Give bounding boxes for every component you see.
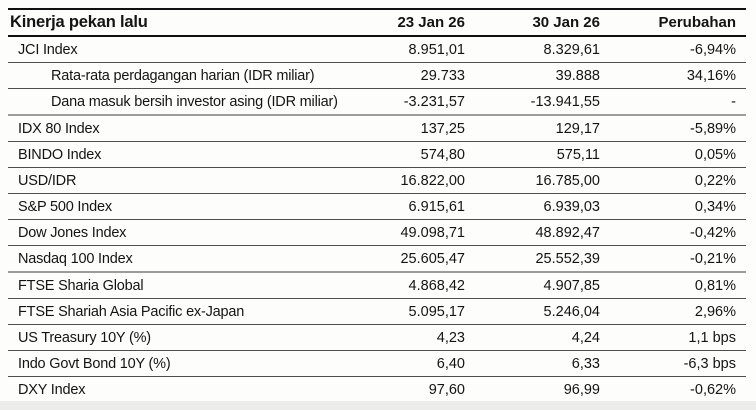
- value-23jan: 25.605,47: [338, 245, 465, 273]
- value-23jan: 49.098,71: [338, 219, 465, 246]
- value-30jan: 5.246,04: [465, 298, 600, 325]
- row-label: JCI Index: [8, 36, 338, 63]
- row-label: S&P 500 Index: [8, 193, 338, 220]
- row-label: Indo Govt Bond 10Y (%): [8, 350, 338, 377]
- value-30jan: 4,24: [465, 324, 600, 351]
- row-label: IDX 80 Index: [8, 115, 338, 142]
- value-30jan: 4.907,85: [465, 272, 600, 299]
- table-row: IDX 80 Index 137,25 129,17 -5,89%: [8, 115, 746, 142]
- table-row: JCI Index 8.951,01 8.329,61 -6,94%: [8, 36, 746, 63]
- table-row: US Treasury 10Y (%) 4,23 4,24 1,1 bps: [8, 324, 746, 351]
- table-row: USD/IDR 16.822,00 16.785,00 0,22%: [8, 167, 746, 194]
- value-23jan: 29.733: [338, 62, 465, 89]
- value-perubahan: 1,1 bps: [600, 324, 746, 351]
- table-body: JCI Index 8.951,01 8.329,61 -6,94% Rata-rata…: [8, 36, 746, 404]
- column-header-23jan: 23 Jan 26: [338, 8, 465, 37]
- table-row: Dana masuk bersih investor asing (IDR mi…: [8, 88, 746, 116]
- value-perubahan: 0,05%: [600, 141, 746, 168]
- value-23jan: 97,60: [338, 376, 465, 404]
- value-perubahan: 0,34%: [600, 193, 746, 220]
- table-title: Kinerja pekan lalu: [8, 8, 338, 37]
- row-label: Dana masuk bersih investor asing (IDR mi…: [8, 88, 338, 116]
- column-header-perubahan: Perubahan: [600, 8, 746, 37]
- row-label: DXY Index: [8, 376, 338, 404]
- table-row: Nasdaq 100 Index 25.605,47 25.552,39 -0,21%: [8, 245, 746, 273]
- value-30jan: 48.892,47: [465, 219, 600, 246]
- table-header: Kinerja pekan lalu 23 Jan 26 30 Jan 26 P…: [8, 8, 746, 37]
- value-23jan: 4.868,42: [338, 272, 465, 299]
- row-label: BINDO Index: [8, 141, 338, 168]
- row-label: US Treasury 10Y (%): [8, 324, 338, 351]
- page-bottom-margin: [0, 401, 756, 410]
- value-23jan: 574,80: [338, 141, 465, 168]
- value-30jan: 96,99: [465, 376, 600, 404]
- row-label: FTSE Sharia Global: [8, 272, 338, 299]
- table-row: Indo Govt Bond 10Y (%) 6,40 6,33 -6,3 bps: [8, 350, 746, 377]
- value-perubahan: 34,16%: [600, 62, 746, 89]
- value-30jan: -13.941,55: [465, 88, 600, 116]
- value-23jan: 16.822,00: [338, 167, 465, 194]
- value-30jan: 39.888: [465, 62, 600, 89]
- value-23jan: 137,25: [338, 115, 465, 142]
- row-label: Nasdaq 100 Index: [8, 245, 338, 273]
- value-perubahan: 2,96%: [600, 298, 746, 325]
- header-row: Kinerja pekan lalu 23 Jan 26 30 Jan 26 P…: [8, 8, 746, 37]
- value-23jan: 6.915,61: [338, 193, 465, 220]
- value-perubahan: 0,81%: [600, 272, 746, 299]
- table-row: S&P 500 Index 6.915,61 6.939,03 0,34%: [8, 193, 746, 220]
- value-30jan: 16.785,00: [465, 167, 600, 194]
- value-30jan: 129,17: [465, 115, 600, 142]
- value-30jan: 575,11: [465, 141, 600, 168]
- table-row: BINDO Index 574,80 575,11 0,05%: [8, 141, 746, 168]
- row-label: Dow Jones Index: [8, 219, 338, 246]
- value-perubahan: -0,21%: [600, 245, 746, 273]
- table-row: FTSE Sharia Global 4.868,42 4.907,85 0,81%: [8, 272, 746, 299]
- table-row: FTSE Shariah Asia Pacific ex-Japan 5.095,…: [8, 298, 746, 325]
- performance-table: Kinerja pekan lalu 23 Jan 26 30 Jan 26 P…: [8, 8, 746, 404]
- table-row: Rata-rata perdagangan harian (IDR miliar…: [8, 62, 746, 89]
- value-perubahan: -5,89%: [600, 115, 746, 142]
- value-23jan: 8.951,01: [338, 36, 465, 63]
- value-perubahan: -0,42%: [600, 219, 746, 246]
- table-row: Dow Jones Index 49.098,71 48.892,47 -0,42%: [8, 219, 746, 246]
- value-30jan: 25.552,39: [465, 245, 600, 273]
- value-perubahan: -6,94%: [600, 36, 746, 63]
- value-23jan: 4,23: [338, 324, 465, 351]
- value-30jan: 8.329,61: [465, 36, 600, 63]
- value-perubahan: -6,3 bps: [600, 350, 746, 377]
- value-perubahan: -0,62%: [600, 376, 746, 404]
- value-perubahan: 0,22%: [600, 167, 746, 194]
- table-row: DXY Index 97,60 96,99 -0,62%: [8, 376, 746, 404]
- row-label: USD/IDR: [8, 167, 338, 194]
- column-header-30jan: 30 Jan 26: [465, 8, 600, 37]
- value-30jan: 6,33: [465, 350, 600, 377]
- row-label: FTSE Shariah Asia Pacific ex-Japan: [8, 298, 338, 325]
- value-23jan: 5.095,17: [338, 298, 465, 325]
- value-30jan: 6.939,03: [465, 193, 600, 220]
- value-23jan: -3.231,57: [338, 88, 465, 116]
- row-label: Rata-rata perdagangan harian (IDR miliar…: [8, 62, 338, 89]
- value-perubahan: -: [600, 88, 746, 116]
- value-23jan: 6,40: [338, 350, 465, 377]
